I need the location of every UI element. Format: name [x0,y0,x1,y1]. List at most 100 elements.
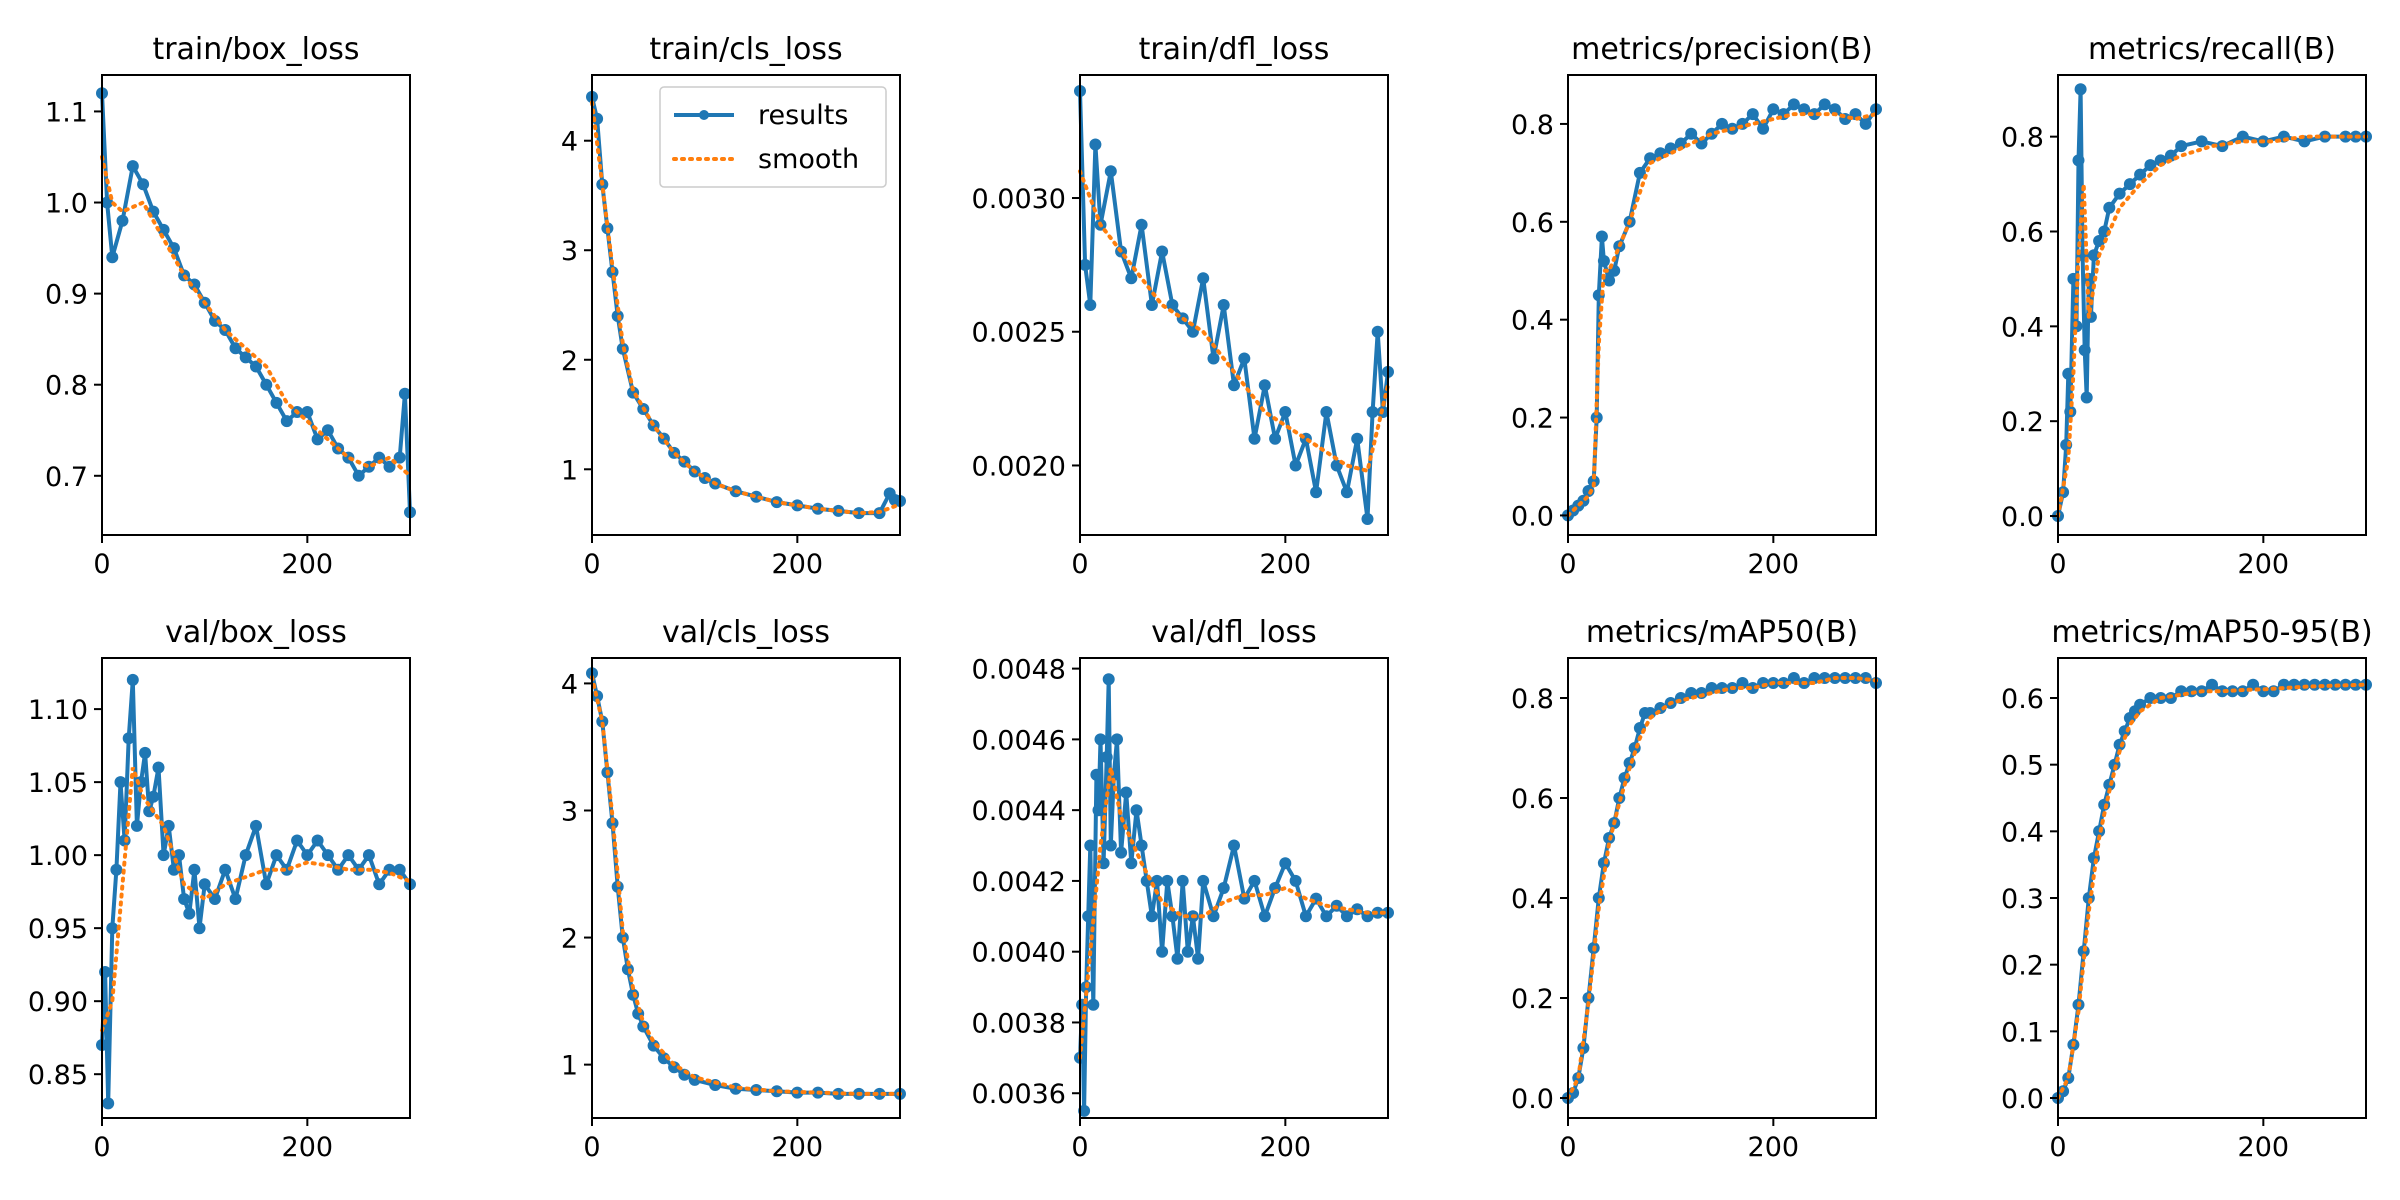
data-point-train-box-loss-results-10 [188,278,201,291]
data-point-val-box-loss-results-2 [102,1097,115,1110]
data-point-train-dfl-loss-results-10 [1156,245,1169,258]
data-point-metrics-precision-b-results-25 [1746,108,1759,121]
data-point-train-box-loss-results-7 [157,223,170,236]
data-point-val-dfl-loss-results-37 [1248,874,1261,887]
data-point-val-box-loss-results-14 [152,761,165,774]
data-point-metrics-precision-b-results-32 [1818,98,1831,111]
y-tick-label-metrics-recall-b-4: 0.8 [2001,123,2044,154]
data-point-metrics-map50-b-results-25 [1736,677,1749,689]
data-point-metrics-recall-b-results-10 [2078,344,2091,357]
data-point-train-dfl-loss-results-11 [1166,299,1179,311]
data-point-metrics-precision-b-results-22 [1716,117,1728,130]
data-point-train-box-loss-results-21 [301,406,314,418]
data-point-metrics-precision-b-results-36 [1859,117,1872,130]
data-point-metrics-precision-b-results-33 [1828,103,1841,116]
data-point-val-dfl-loss-results-6 [1087,998,1100,1011]
y-tick-label-train-cls-loss-2: 3 [561,236,578,267]
y-tick-label-metrics-map50-95-b-6: 0.6 [2001,684,2044,715]
y-tick-label-metrics-map50-b-2: 0.4 [1511,884,1554,915]
x-tick-label-val-box-loss-1: 200 [282,1132,334,1163]
data-point-train-dfl-loss-results-7 [1125,272,1138,285]
data-point-train-box-loss-results-18 [270,396,283,409]
data-point-val-dfl-loss-results-46 [1340,910,1353,923]
data-point-metrics-recall-b-results-21 [2144,159,2157,172]
data-point-val-dfl-loss-results-25 [1161,874,1174,887]
data-point-metrics-precision-b-results-31 [1808,108,1821,121]
data-point-val-box-loss-results-9 [130,819,143,832]
x-tick-label-metrics-map50-b-0: 0 [1559,1132,1576,1163]
data-point-metrics-recall-b-results-25 [2195,135,2208,148]
data-point-val-dfl-loss-results-5 [1084,839,1097,852]
y-tick-label-metrics-precision-b-3: 0.6 [1511,208,1554,239]
data-point-metrics-precision-b-results-27 [1767,103,1780,116]
data-point-metrics-precision-b-results-18 [1674,137,1687,150]
y-tick-label-val-box-loss-4: 1.05 [28,768,88,799]
data-point-train-box-loss-results-16 [250,360,262,373]
y-tick-label-metrics-recall-b-0: 0.0 [2001,502,2044,533]
legend-results-label: results [758,100,848,131]
data-point-val-dfl-loss-results-15 [1111,733,1123,746]
data-point-train-box-loss-results-14 [229,342,242,355]
data-point-train-box-loss-results-2 [106,251,119,264]
y-tick-label-train-cls-loss-0: 1 [561,455,578,486]
data-point-val-dfl-loss-results-31 [1192,952,1205,965]
y-tick-label-val-box-loss-2: 0.95 [28,914,88,945]
data-point-val-cls-loss-results-2 [596,715,609,728]
data-point-metrics-recall-b-results-11 [2080,391,2093,404]
data-point-train-box-loss-results-30 [393,451,406,464]
axes-frame-metrics-recall-b [2057,74,2367,536]
panel-title-train-box-loss: train/box_loss [152,32,359,67]
data-point-train-dfl-loss-results-16 [1217,299,1230,311]
axes-frame-metrics-map50-b [1567,657,1877,1119]
y-tick-label-metrics-map50-95-b-5: 0.5 [2001,751,2044,782]
data-point-metrics-map50-b-results-36 [1849,672,1862,684]
panel-title-metrics-map50-b: metrics/mAP50(B) [1586,615,1858,650]
data-point-train-dfl-loss-results-8 [1135,218,1148,231]
series-line-metrics-map50-b-smooth [1566,676,1878,1100]
data-point-metrics-precision-b-results-29 [1787,98,1800,111]
panel-metrics-map50-95-b: metrics/mAP50-95(B) 0 200 0.0 0.1 0.2 0.3 0.4 0.… [2001,615,2373,1163]
data-point-val-dfl-loss-results-2 [1078,1104,1091,1117]
y-tick-label-metrics-precision-b-4: 0.8 [1511,110,1554,141]
x-tick-label-val-dfl-loss-0: 0 [1071,1132,1088,1163]
y-tick-label-metrics-map50-b-0: 0.0 [1511,1084,1554,1115]
data-point-metrics-recall-b-results-32 [2339,130,2352,143]
data-point-train-box-loss-results-19 [280,415,293,428]
panel-val-box-loss: val/box_loss 0 200 0.85 0.90 0.95 1.00 1.05 1.10 [28,615,416,1163]
data-point-metrics-recall-b-results-20 [2134,168,2147,181]
data-point-train-box-loss-results-15 [239,351,252,364]
data-point-val-dfl-loss-results-28 [1176,874,1189,887]
y-tick-label-train-dfl-loss-2: 0.0030 [972,184,1066,215]
axes-frame-metrics-precision-b [1567,74,1877,536]
data-point-metrics-precision-b-results-19 [1685,127,1698,140]
data-point-train-box-loss-results-29 [383,460,396,473]
data-point-val-box-loss-results-27 [239,849,252,862]
data-point-train-dfl-loss-results-20 [1258,379,1271,392]
data-point-val-box-loss-results-39 [362,849,375,862]
data-point-val-dfl-loss-results-26 [1166,910,1179,923]
panel-metrics-recall-b: metrics/recall(B) 0 200 0.0 0.2 0.4 0.6 0.8 [2001,32,2372,580]
panel-train-dfl-loss: train/dfl_loss 0 200 0.0020 0.0025 0.0030 [972,32,1394,580]
data-point-val-box-loss-results-15 [157,849,170,862]
data-point-val-dfl-loss-results-32 [1197,874,1210,887]
y-tick-label-val-dfl-loss-3: 0.0042 [972,867,1066,898]
y-tick-label-val-dfl-loss-4: 0.0044 [972,796,1066,827]
data-point-metrics-recall-b-results-7 [2072,154,2085,167]
panel-title-train-cls-loss: train/cls_loss [649,32,842,67]
data-point-metrics-recall-b-results-17 [2103,201,2116,214]
data-point-val-dfl-loss-results-40 [1279,857,1292,870]
data-point-train-dfl-loss-results-9 [1145,299,1158,311]
data-point-train-dfl-loss-results-18 [1238,352,1251,365]
data-point-val-dfl-loss-results-10 [1097,857,1110,870]
data-point-metrics-precision-b-results-8 [1595,230,1608,243]
y-tick-label-val-box-loss-3: 1.00 [28,841,88,872]
data-point-metrics-map50-95-b-results-23 [2206,678,2218,691]
data-point-train-dfl-loss-results-30 [1361,513,1374,525]
data-point-train-box-loss-results-5 [137,178,150,191]
series-line-val-dfl-loss-smooth [1078,767,1390,1060]
series-line-metrics-recall-b-smooth [2056,134,2368,518]
data-point-train-dfl-loss-results-32 [1371,325,1384,338]
series-line-train-dfl-loss-smooth [1078,169,1390,474]
data-point-val-dfl-loss-results-7 [1090,768,1103,781]
